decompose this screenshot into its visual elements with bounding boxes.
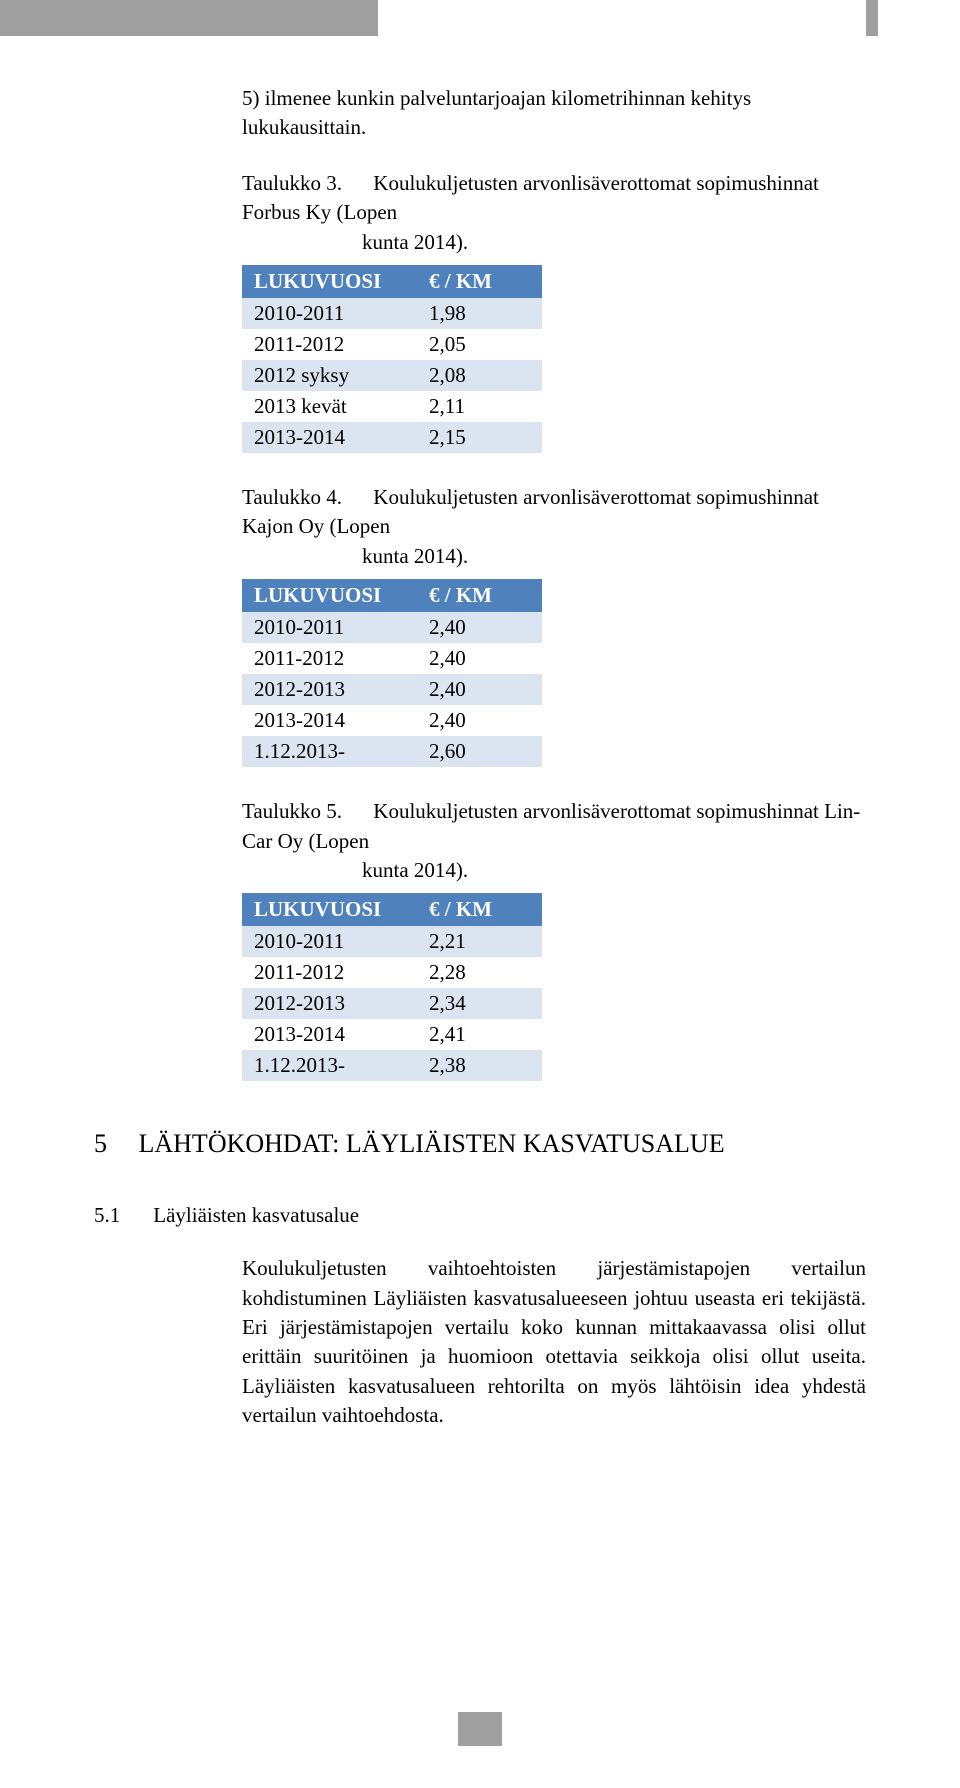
table-cell: 2013-2014: [242, 422, 417, 453]
table-row: 2011-20122,40: [242, 643, 542, 674]
table3: LUKUVUOSI€ / KM2010-20111,982011-20122,0…: [242, 265, 542, 453]
table-cell: 2010-2011: [242, 926, 417, 957]
table-cell: 2,40: [417, 705, 542, 736]
table-row: 2010-20112,40: [242, 612, 542, 643]
table3-caption: Taulukko 3. Koulukuljetusten arvonlisäve…: [242, 169, 866, 257]
table-row: 2013-20142,41: [242, 1019, 542, 1050]
table-header-cell: € / KM: [417, 893, 542, 926]
table-cell: 2,05: [417, 329, 542, 360]
table-cell: 2,08: [417, 360, 542, 391]
table5-caption: Taulukko 5. Koulukuljetusten arvonlisäve…: [242, 797, 866, 885]
table-row: 1.12.2013-2,38: [242, 1050, 542, 1081]
table-header-cell: LUKUVUOSI: [242, 893, 417, 926]
table-row: 2012-20132,34: [242, 988, 542, 1019]
table-row: 2011-20122,28: [242, 957, 542, 988]
table-header-cell: LUKUVUOSI: [242, 265, 417, 298]
table-cell: 2,40: [417, 643, 542, 674]
table-cell: 2010-2011: [242, 612, 417, 643]
table-row: 2011-20122,05: [242, 329, 542, 360]
header-stripe-left: [0, 0, 378, 36]
section-title: LÄHTÖKOHDAT: LÄYLIÄISTEN KASVATUSALUE: [139, 1129, 725, 1158]
table-row: 2012-20132,40: [242, 674, 542, 705]
table-cell: 2011-2012: [242, 957, 417, 988]
page-content: 5) ilmenee kunkin palveluntarjoajan kilo…: [0, 0, 960, 1431]
table-cell: 2010-2011: [242, 298, 417, 329]
body-paragraph: Koulukuljetusten vaihtoehtoisten järjest…: [242, 1254, 866, 1430]
table-header-cell: € / KM: [417, 265, 542, 298]
table4-caption-text2: kunta 2014).: [242, 542, 866, 571]
section-heading: 5 LÄHTÖKOHDAT: LÄYLIÄISTEN KASVATUSALUE: [94, 1129, 866, 1159]
table-row: 2010-20112,21: [242, 926, 542, 957]
table-cell: 2,40: [417, 674, 542, 705]
table-cell: 2,40: [417, 612, 542, 643]
table-cell: 1,98: [417, 298, 542, 329]
table3-caption-text2: kunta 2014).: [242, 228, 866, 257]
table-cell: 2012 syksy: [242, 360, 417, 391]
table5-caption-text2: kunta 2014).: [242, 856, 866, 885]
table4: LUKUVUOSI€ / KM2010-20112,402011-20122,4…: [242, 579, 542, 767]
table-cell: 2013-2014: [242, 705, 417, 736]
table-row: 2010-20111,98: [242, 298, 542, 329]
header-stripe-right: [866, 0, 878, 36]
table3-caption-label: Taulukko 3.: [242, 171, 342, 195]
subsection-number: 5.1: [94, 1203, 148, 1228]
table-row: 1.12.2013-2,60: [242, 736, 542, 767]
table4-caption-label: Taulukko 4.: [242, 485, 342, 509]
table-row: 2013-20142,15: [242, 422, 542, 453]
table-cell: 2,41: [417, 1019, 542, 1050]
table5-caption-label: Taulukko 5.: [242, 799, 342, 823]
table5: LUKUVUOSI€ / KM2010-20112,212011-20122,2…: [242, 893, 542, 1081]
subsection-title: Läyliäisten kasvatusalue: [153, 1203, 359, 1227]
table-cell: 2,21: [417, 926, 542, 957]
page-number-box: [458, 1712, 502, 1746]
table-row: 2013 kevät2,11: [242, 391, 542, 422]
intro-paragraph: 5) ilmenee kunkin palveluntarjoajan kilo…: [242, 84, 866, 143]
table-cell: 2011-2012: [242, 643, 417, 674]
table-cell: 1.12.2013-: [242, 736, 417, 767]
subsection-heading: 5.1 Läyliäisten kasvatusalue: [94, 1203, 866, 1228]
table-cell: 2012-2013: [242, 674, 417, 705]
table-cell: 2,28: [417, 957, 542, 988]
section-number: 5: [94, 1129, 132, 1159]
table-cell: 1.12.2013-: [242, 1050, 417, 1081]
table-cell: 2011-2012: [242, 329, 417, 360]
table4-caption: Taulukko 4. Koulukuljetusten arvonlisäve…: [242, 483, 866, 571]
table-cell: 2,11: [417, 391, 542, 422]
table-cell: 2,34: [417, 988, 542, 1019]
table-cell: 2013-2014: [242, 1019, 417, 1050]
table-row: 2012 syksy2,08: [242, 360, 542, 391]
table-row: 2013-20142,40: [242, 705, 542, 736]
table-cell: 2012-2013: [242, 988, 417, 1019]
table-cell: 2,38: [417, 1050, 542, 1081]
table-cell: 2,15: [417, 422, 542, 453]
table-cell: 2,60: [417, 736, 542, 767]
table-header-cell: € / KM: [417, 579, 542, 612]
table-cell: 2013 kevät: [242, 391, 417, 422]
table-header-cell: LUKUVUOSI: [242, 579, 417, 612]
